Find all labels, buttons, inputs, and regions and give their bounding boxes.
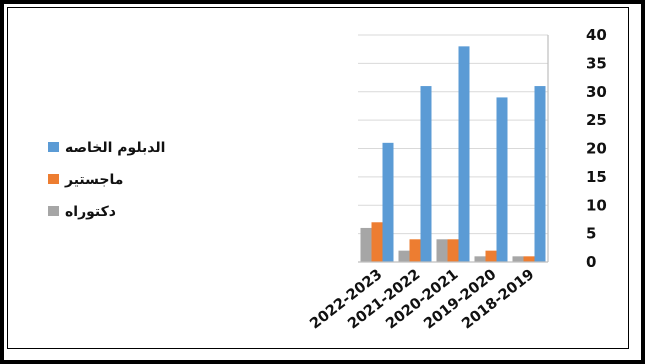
bar bbox=[436, 239, 448, 262]
y-tick-label: 10 bbox=[586, 196, 607, 214]
legend-swatch bbox=[48, 142, 59, 152]
y-tick-label: 40 bbox=[586, 26, 607, 44]
bar bbox=[447, 239, 459, 262]
bar bbox=[420, 86, 432, 262]
bars bbox=[360, 46, 546, 262]
chart-frame-inner bbox=[7, 7, 629, 349]
y-axis-ticks: 0 5 10 15 20 25 30 35 40 bbox=[586, 26, 607, 271]
axis bbox=[358, 35, 549, 263]
bar bbox=[409, 239, 421, 262]
legend-swatch bbox=[48, 206, 59, 216]
y-tick-label: 25 bbox=[586, 111, 607, 129]
bar bbox=[512, 256, 524, 262]
bar bbox=[496, 97, 508, 262]
y-tick-label: 20 bbox=[586, 140, 607, 158]
y-tick-label: 5 bbox=[586, 225, 596, 243]
bar bbox=[458, 46, 470, 262]
bar bbox=[371, 222, 383, 262]
bar bbox=[398, 250, 410, 262]
bar bbox=[474, 256, 486, 262]
legend-swatch bbox=[48, 174, 59, 184]
legend-label: الدبلوم الخاصه bbox=[65, 140, 165, 156]
bar bbox=[523, 256, 535, 262]
legend-label: ماجستير bbox=[64, 172, 123, 188]
bar bbox=[534, 86, 546, 262]
y-tick-label: 35 bbox=[586, 54, 607, 72]
legend: الدبلوم الخاصه ماجستير دكتوراه bbox=[48, 140, 165, 220]
y-tick-label: 0 bbox=[586, 253, 596, 271]
bar bbox=[382, 142, 394, 262]
x-axis-categories: 2022-20232021-20222020-20212019-20202018… bbox=[307, 267, 537, 333]
legend-label: دكتوراه bbox=[65, 204, 116, 220]
y-tick-label: 15 bbox=[586, 168, 607, 186]
bar bbox=[360, 227, 372, 262]
bar bbox=[485, 250, 497, 262]
y-tick-label: 30 bbox=[586, 83, 607, 101]
